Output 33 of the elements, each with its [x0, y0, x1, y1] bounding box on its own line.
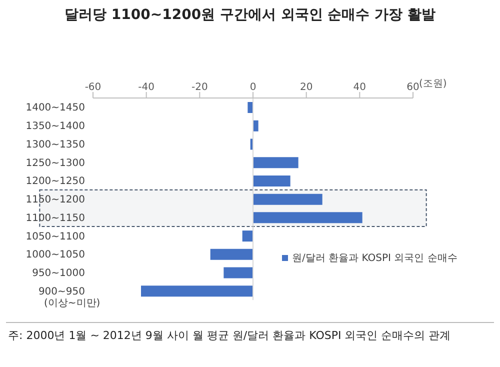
y-axis-title: (이상~미만)	[44, 297, 100, 310]
bar	[253, 120, 258, 132]
x-axis-title: (조원)	[419, 78, 447, 90]
y-tick-label: 1400~1450	[26, 102, 85, 114]
y-tick-label: 1050~1100	[26, 231, 85, 242]
y-tick-label: 1350~1400	[26, 121, 85, 132]
x-tick-label: 60	[406, 82, 420, 93]
y-tick-label: 1000~1050	[26, 250, 85, 261]
bar	[253, 212, 362, 224]
x-tick-label: 0	[250, 82, 256, 93]
legend-label: 원/달러 환율과 KOSPI 외국인 순매수	[292, 252, 458, 265]
bar	[253, 175, 290, 186]
y-tick-label: 1300~1350	[26, 139, 85, 150]
x-tick-label: -40	[138, 82, 155, 93]
chart-title: 달러당 1100~1200원 구간에서 외국인 순매수 가장 활발	[64, 6, 436, 24]
x-tick-label: -60	[84, 82, 102, 93]
y-tick-label: 1100~1150	[26, 212, 85, 224]
bar	[253, 157, 298, 168]
x-tick-label: 20	[300, 82, 313, 93]
bar	[224, 267, 253, 278]
y-tick-label: 1250~1300	[26, 158, 85, 169]
y-tick-label: 1150~1200	[26, 194, 85, 206]
bar	[248, 102, 253, 113]
bar	[141, 286, 253, 297]
x-tick-label: 40	[353, 82, 366, 93]
bar	[210, 248, 253, 260]
x-tick-label: -20	[191, 82, 208, 93]
bar	[253, 194, 322, 205]
text: 주: 2000년 1월 ~ 2012년 9월 사이 월 평균 원/달러 환율과 KOSPI 외국인 순매수의 관계	[8, 328, 451, 343]
y-tick-label: 900~950	[38, 286, 85, 298]
bar	[242, 230, 253, 242]
y-tick-label: 950~1000	[32, 268, 85, 280]
y-tick-label: 1200~1250	[26, 176, 85, 188]
